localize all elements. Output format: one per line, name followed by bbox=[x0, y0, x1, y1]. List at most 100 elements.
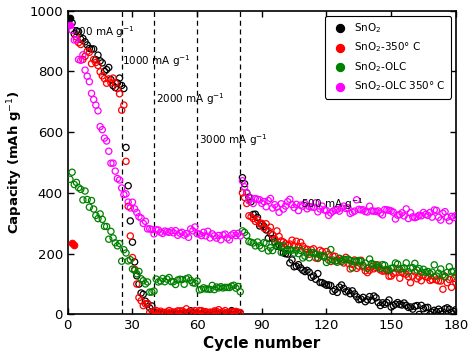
SnO$_2$-350° C bbox=[170, 309, 177, 315]
SnO$_2$ bbox=[291, 264, 298, 270]
SnO$_2$-350° C bbox=[181, 309, 188, 315]
SnO$_2$-OLC 350° C bbox=[256, 197, 264, 203]
SnO$_2$-OLC bbox=[312, 251, 319, 257]
SnO$_2$-OLC 350° C bbox=[297, 202, 304, 208]
SnO$_2$ bbox=[122, 145, 130, 150]
SnO$_2$-OLC 350° C bbox=[402, 206, 410, 212]
SnO$_2$-OLC bbox=[96, 211, 104, 217]
SnO$_2$-OLC 350° C bbox=[202, 233, 210, 239]
SnO$_2$-OLC bbox=[77, 186, 84, 192]
SnO$_2$-OLC bbox=[264, 248, 272, 254]
SnO$_2$-OLC 350° C bbox=[342, 206, 350, 211]
SnO$_2$-OLC 350° C bbox=[262, 204, 270, 210]
SnO$_2$-350° C bbox=[374, 262, 382, 268]
SnO$_2$-OLC 350° C bbox=[286, 196, 293, 202]
SnO$_2$-350° C bbox=[200, 309, 208, 315]
SnO$_2$ bbox=[159, 311, 166, 317]
SnO$_2$ bbox=[215, 311, 222, 317]
SnO$_2$-350° C bbox=[320, 255, 328, 260]
SnO$_2$-OLC bbox=[419, 266, 427, 272]
SnO$_2$ bbox=[118, 82, 126, 88]
SnO$_2$-OLC bbox=[243, 232, 251, 238]
SnO$_2$ bbox=[103, 67, 110, 72]
SnO$_2$ bbox=[157, 310, 164, 316]
SnO$_2$-350° C bbox=[346, 266, 354, 272]
SnO$_2$-OLC 350° C bbox=[111, 168, 119, 174]
SnO$_2$ bbox=[238, 175, 246, 181]
SnO$_2$-OLC bbox=[260, 240, 268, 245]
SnO$_2$-OLC bbox=[424, 268, 432, 274]
SnO$_2$-OLC bbox=[94, 216, 102, 221]
SnO$_2$ bbox=[362, 299, 369, 305]
SnO$_2$-350° C bbox=[275, 233, 283, 239]
SnO$_2$-350° C bbox=[430, 274, 438, 280]
SnO$_2$-OLC 350° C bbox=[228, 232, 236, 238]
SnO$_2$ bbox=[252, 211, 259, 217]
SnO$_2$ bbox=[209, 310, 216, 316]
SnO$_2$-OLC 350° C bbox=[142, 218, 149, 224]
SnO$_2$-OLC bbox=[100, 223, 108, 229]
SnO$_2$-OLC bbox=[153, 276, 160, 282]
SnO$_2$-350° C bbox=[443, 280, 451, 286]
SnO$_2$-350° C bbox=[237, 310, 244, 315]
SnO$_2$-OLC bbox=[376, 266, 384, 271]
SnO$_2$-350° C bbox=[262, 221, 270, 227]
SnO$_2$ bbox=[155, 311, 162, 317]
SnO$_2$-OLC 350° C bbox=[334, 206, 341, 212]
SnO$_2$-OLC bbox=[230, 282, 237, 288]
SnO$_2$-OLC bbox=[111, 240, 119, 246]
SnO$_2$ bbox=[359, 295, 367, 300]
SnO$_2$-350° C bbox=[217, 310, 225, 315]
SnO$_2$-350° C bbox=[301, 246, 309, 252]
SnO$_2$-OLC bbox=[320, 253, 328, 259]
SnO$_2$-350° C bbox=[437, 278, 445, 284]
SnO$_2$ bbox=[275, 242, 283, 248]
SnO$_2$-350° C bbox=[90, 57, 98, 62]
SnO$_2$ bbox=[344, 288, 352, 294]
SnO$_2$ bbox=[383, 300, 391, 306]
SnO$_2$-OLC 350° C bbox=[213, 235, 220, 241]
SnO$_2$ bbox=[342, 289, 350, 295]
SnO$_2$-OLC bbox=[165, 275, 173, 280]
SnO$_2$-OLC 350° C bbox=[295, 208, 302, 213]
SnO$_2$-OLC bbox=[269, 248, 276, 253]
SnO$_2$-OLC 350° C bbox=[237, 233, 244, 239]
SnO$_2$-OLC 350° C bbox=[325, 212, 332, 218]
SnO$_2$ bbox=[348, 288, 356, 294]
SnO$_2$-OLC bbox=[422, 270, 429, 275]
SnO$_2$-OLC 350° C bbox=[245, 198, 253, 203]
SnO$_2$-OLC bbox=[374, 264, 382, 270]
SnO$_2$ bbox=[182, 310, 190, 316]
SnO$_2$ bbox=[374, 300, 382, 305]
SnO$_2$-350° C bbox=[448, 285, 456, 290]
SnO$_2$-OLC bbox=[241, 230, 248, 235]
SnO$_2$-350° C bbox=[118, 107, 126, 113]
SnO$_2$-350° C bbox=[144, 301, 151, 306]
SnO$_2$-OLC 350° C bbox=[133, 210, 141, 215]
SnO$_2$-OLC bbox=[329, 257, 337, 263]
SnO$_2$-OLC 350° C bbox=[79, 52, 87, 58]
SnO$_2$ bbox=[448, 310, 456, 315]
SnO$_2$-OLC bbox=[359, 262, 367, 268]
SnO$_2$-OLC bbox=[254, 239, 261, 245]
SnO$_2$-OLC 350° C bbox=[329, 208, 337, 214]
SnO$_2$-OLC 350° C bbox=[303, 206, 311, 212]
SnO$_2$ bbox=[392, 301, 399, 307]
SnO$_2$-350° C bbox=[226, 310, 233, 315]
SnO$_2$-OLC bbox=[131, 267, 138, 273]
SnO$_2$-OLC 350° C bbox=[275, 210, 283, 215]
SnO$_2$ bbox=[99, 60, 106, 66]
SnO$_2$-350° C bbox=[357, 257, 365, 263]
SnO$_2$-OLC bbox=[226, 285, 233, 290]
SnO$_2$-OLC 350° C bbox=[441, 209, 449, 215]
SnO$_2$-OLC bbox=[191, 280, 199, 286]
SnO$_2$-OLC bbox=[426, 271, 434, 276]
SnO$_2$-350° C bbox=[308, 247, 315, 253]
SnO$_2$-OLC 350° C bbox=[269, 205, 276, 211]
SnO$_2$-OLC 350° C bbox=[443, 214, 451, 220]
SnO$_2$-350° C bbox=[295, 243, 302, 249]
SnO$_2$-350° C bbox=[185, 309, 192, 315]
Text: 500 mA g$^{-1}$: 500 mA g$^{-1}$ bbox=[301, 196, 363, 212]
SnO$_2$ bbox=[286, 260, 293, 266]
SnO$_2$-OLC 350° C bbox=[284, 199, 292, 205]
